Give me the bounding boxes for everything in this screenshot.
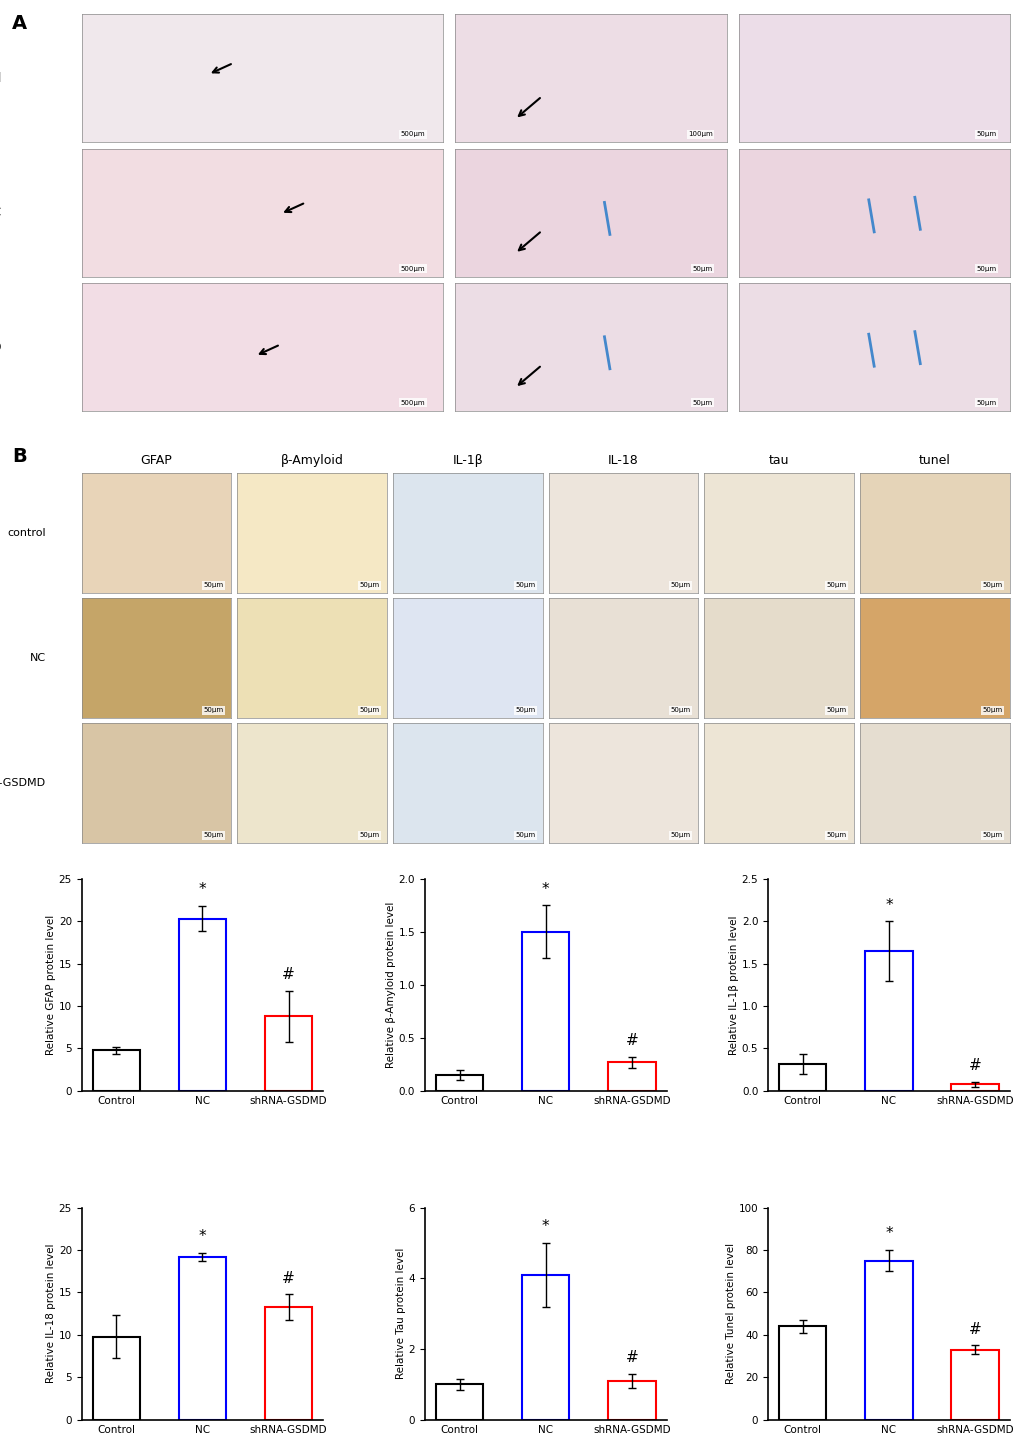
Text: NC: NC — [30, 652, 46, 663]
Text: 50μm: 50μm — [975, 400, 996, 406]
Text: 50μm: 50μm — [204, 582, 223, 588]
Text: 50μm: 50μm — [975, 130, 996, 138]
Bar — [522, 1275, 569, 1420]
Text: 50μm: 50μm — [671, 582, 690, 588]
Bar — [864, 1260, 912, 1420]
Bar — [779, 1064, 825, 1091]
Text: 50μm: 50μm — [204, 707, 223, 713]
Text: tunel: tunel — [918, 455, 950, 467]
Text: 50μm: 50μm — [825, 707, 846, 713]
Y-axis label: Relative GFAP protein level: Relative GFAP protein level — [46, 915, 56, 1055]
Text: 50μm: 50μm — [515, 582, 535, 588]
Text: control: control — [7, 528, 46, 538]
Text: NC: NC — [0, 206, 2, 219]
Y-axis label: Relative β-Amyloid protein level: Relative β-Amyloid protein level — [385, 902, 395, 1068]
Text: 50μm: 50μm — [692, 265, 712, 271]
Text: A: A — [12, 14, 28, 33]
Text: *: * — [541, 1219, 549, 1235]
Y-axis label: Relative Tau protein level: Relative Tau protein level — [395, 1248, 406, 1380]
Y-axis label: Relative Tunel protein level: Relative Tunel protein level — [726, 1243, 736, 1384]
Text: 50μm: 50μm — [359, 832, 379, 839]
Text: 500μm: 500μm — [400, 265, 425, 271]
Y-axis label: Relative IL-18 protein level: Relative IL-18 protein level — [46, 1243, 56, 1384]
Text: 50μm: 50μm — [515, 832, 535, 839]
Text: *: * — [199, 882, 206, 898]
Y-axis label: Relative IL-1β protein level: Relative IL-1β protein level — [729, 915, 738, 1054]
Text: 50μm: 50μm — [359, 707, 379, 713]
Bar — [93, 1050, 140, 1091]
Text: 50μm: 50μm — [515, 707, 535, 713]
Bar — [951, 1349, 998, 1420]
Text: 50μm: 50μm — [692, 400, 712, 406]
Text: 50μm: 50μm — [981, 582, 1002, 588]
Text: 50μm: 50μm — [825, 832, 846, 839]
Bar — [435, 1076, 483, 1091]
Bar — [779, 1326, 825, 1420]
Text: B: B — [12, 446, 26, 466]
Text: 50μm: 50μm — [204, 832, 223, 839]
Text: #: # — [625, 1034, 638, 1048]
Text: 50μm: 50μm — [825, 582, 846, 588]
Bar — [265, 1306, 312, 1420]
Text: *: * — [884, 1226, 892, 1242]
Text: 50μm: 50μm — [359, 582, 379, 588]
Bar — [864, 951, 912, 1091]
Bar — [522, 932, 569, 1091]
Text: 500μm: 500μm — [400, 400, 425, 406]
Text: 500μm: 500μm — [400, 130, 425, 138]
Text: #: # — [625, 1351, 638, 1365]
Text: tau: tau — [768, 455, 789, 467]
Bar — [265, 1017, 312, 1091]
Bar — [951, 1084, 998, 1091]
Text: shRNA-GSDMD: shRNA-GSDMD — [0, 779, 46, 789]
Text: *: * — [884, 898, 892, 912]
Text: 50μm: 50μm — [671, 832, 690, 839]
Text: #: # — [282, 1271, 294, 1286]
Text: 50μm: 50μm — [981, 707, 1002, 713]
Bar — [607, 1381, 655, 1420]
Text: #: # — [968, 1322, 980, 1336]
Text: *: * — [541, 882, 549, 896]
Text: control: control — [0, 72, 2, 85]
Text: 50μm: 50μm — [671, 707, 690, 713]
Bar — [607, 1063, 655, 1091]
Text: 50μm: 50μm — [975, 265, 996, 271]
Text: shRNA-GSDMD: shRNA-GSDMD — [0, 340, 2, 354]
Bar — [93, 1336, 140, 1420]
Text: 50μm: 50μm — [981, 832, 1002, 839]
Text: IL-1β: IL-1β — [452, 455, 483, 467]
Bar — [178, 1256, 226, 1420]
Bar — [178, 919, 226, 1091]
Text: IL-18: IL-18 — [607, 455, 638, 467]
Text: #: # — [968, 1058, 980, 1073]
Bar — [435, 1384, 483, 1420]
Text: 100μm: 100μm — [688, 130, 712, 138]
Text: *: * — [199, 1229, 206, 1245]
Text: β-Amyloid: β-Amyloid — [280, 455, 343, 467]
Text: #: # — [282, 968, 294, 982]
Text: GFAP: GFAP — [141, 455, 172, 467]
